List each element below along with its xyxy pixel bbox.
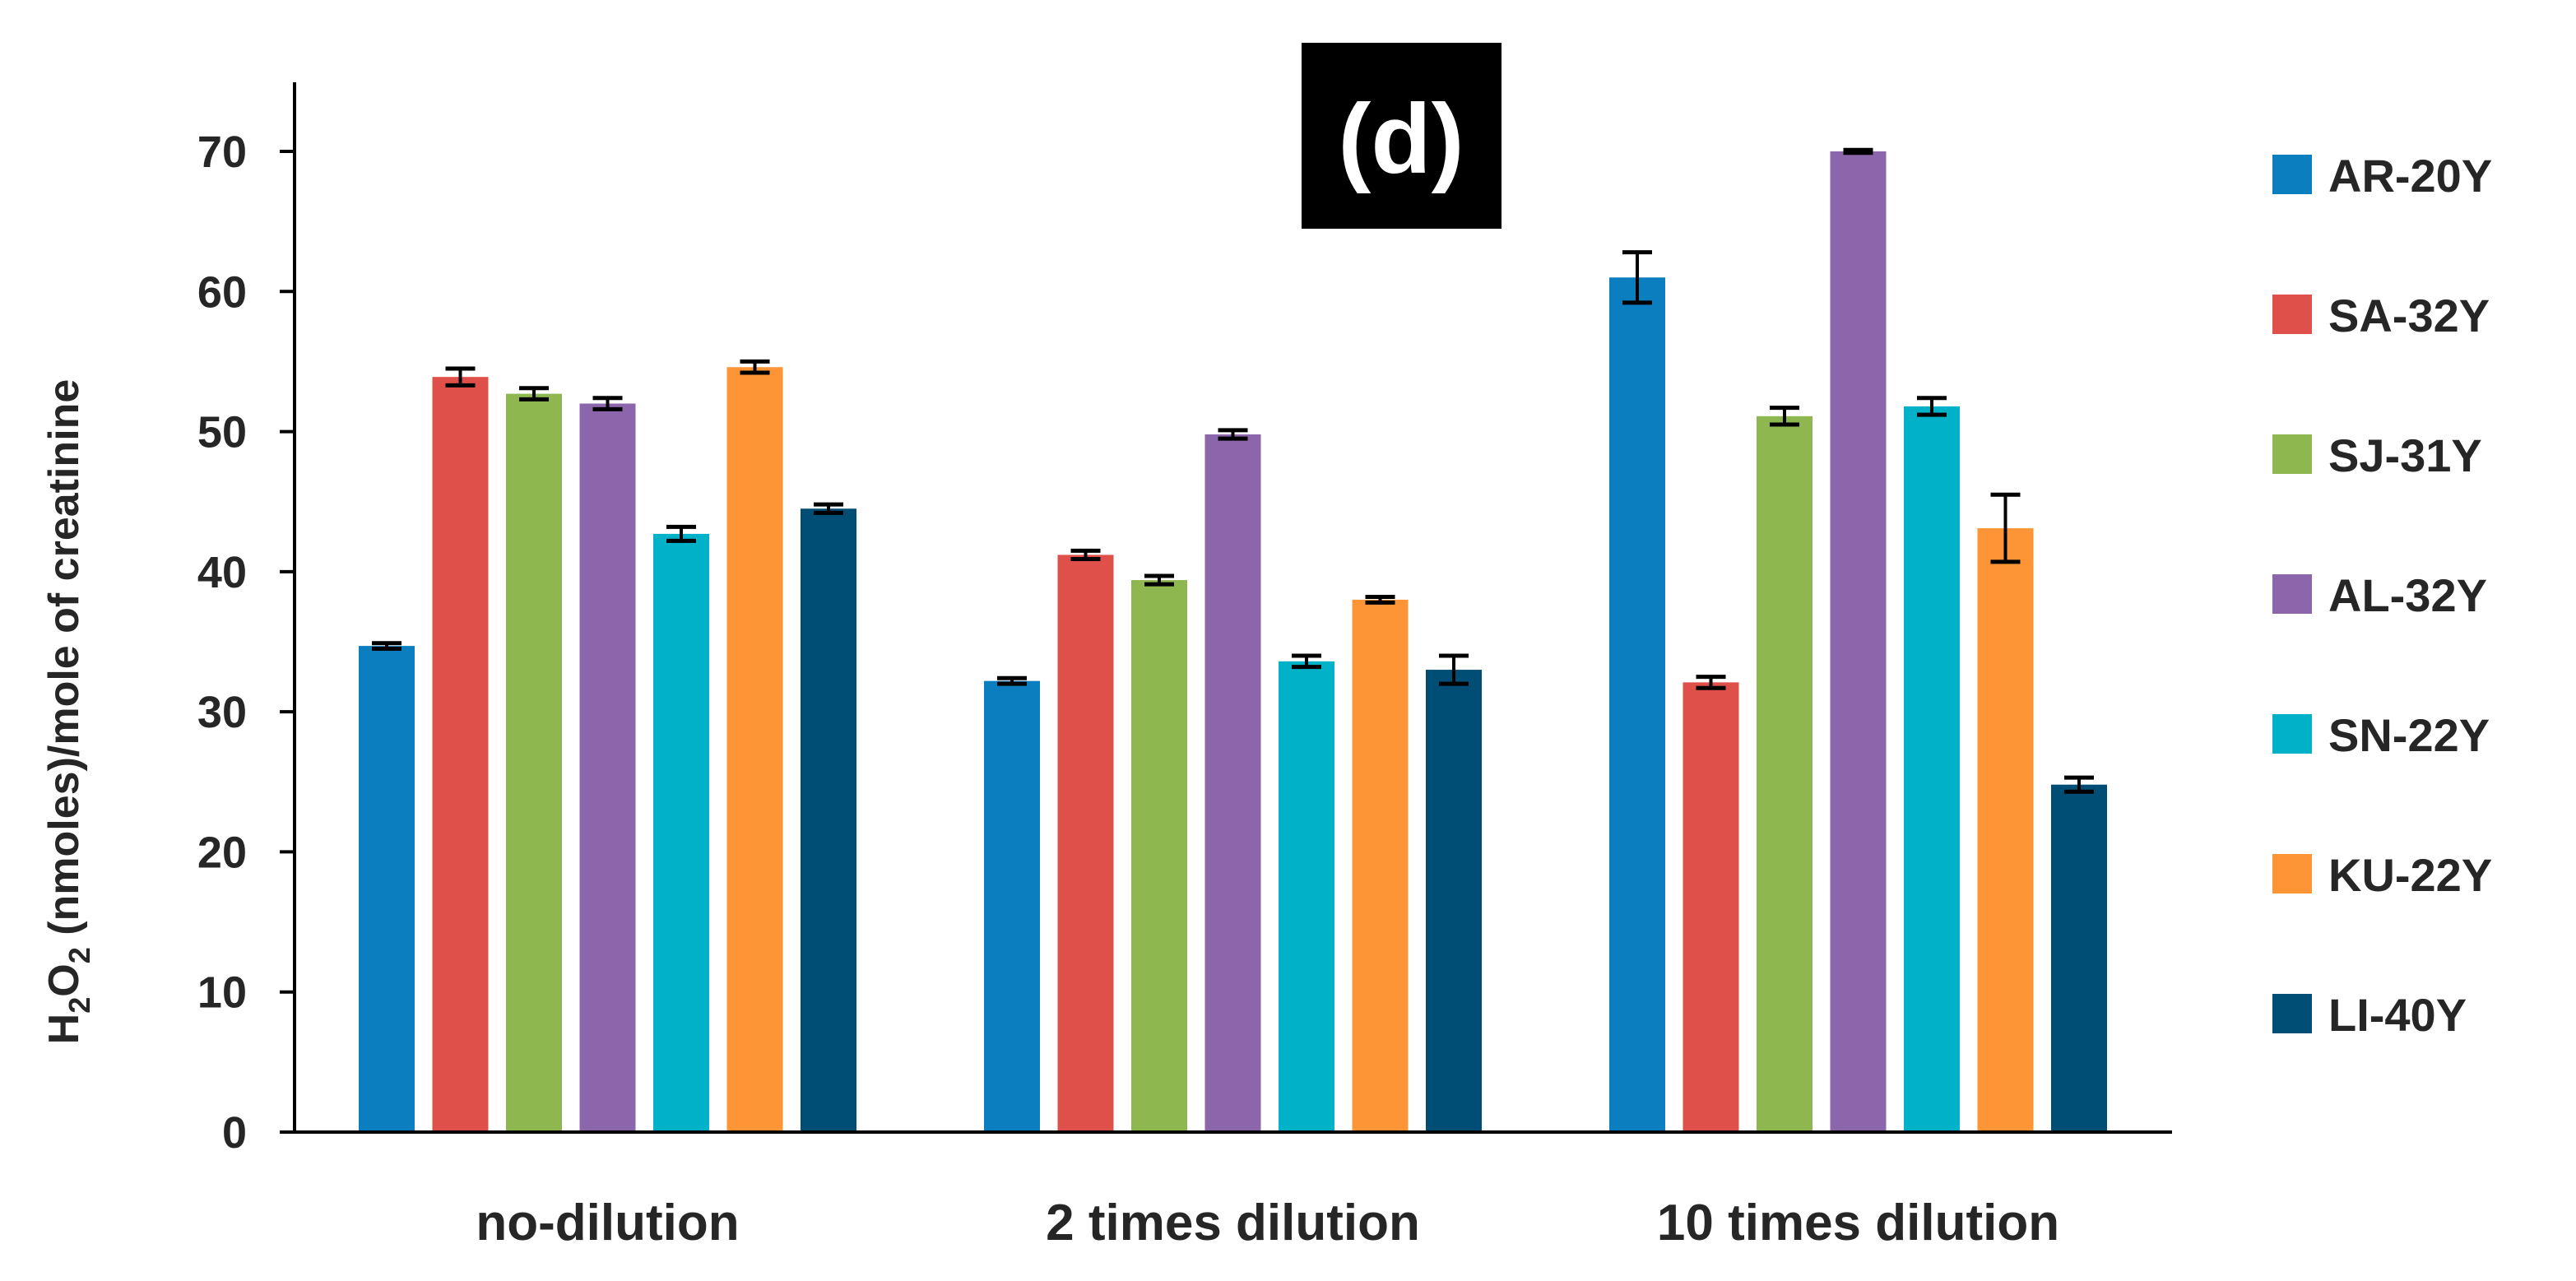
bar-al-32y-2 [1204,434,1261,1132]
bar-ku-22y-1 [726,367,783,1132]
bar-li-40y-3 [2051,784,2107,1132]
bar-ku-22y-2 [1352,599,1409,1132]
error-bars [372,147,2094,794]
y-tick-label: 10 [197,968,247,1018]
y-tick-label: 30 [197,688,247,737]
legend-swatch-ar-20y [2272,155,2312,194]
legend-label-sa-32y: SA-32Y [2328,290,2490,341]
x-category-label: 2 times dilution [1046,1195,1420,1251]
bar-sj-31y-3 [1757,415,1812,1133]
legend-swatch-al-32y [2272,574,2312,614]
x-axis-labels: no-dilution 2 times dilution 10 times dilu… [476,1195,2059,1251]
panel-label-text: (d) [1338,84,1464,194]
legend-swatch-sn-22y [2272,714,2312,754]
bar-sj-31y-1 [506,393,562,1132]
panel-label: (d) [1302,43,1502,229]
y-axis-label: H2O2 (nmoles)/mole of creatinine [40,379,96,1045]
bars [359,151,2107,1133]
legend-swatch-ku-22y [2272,854,2312,893]
bar-sn-22y-1 [653,533,709,1132]
bar-ar-20y-2 [984,680,1040,1132]
legend: AR-20Y SA-32Y SJ-31Y AL-32Y SN-22Y KU-22Y LI-4… [2272,150,2492,1041]
panel-label-box [1302,43,1502,229]
bar-sn-22y-2 [1279,661,1334,1132]
y-tick-label: 0 [222,1108,247,1158]
bar-al-32y-1 [579,403,636,1132]
legend-label-al-32y: AL-32Y [2328,569,2487,621]
y-axis-ticks: 0 10 20 30 40 50 60 70 [197,128,295,1158]
bar-li-40y-2 [1426,670,1482,1132]
legend-label-li-40y: LI-40Y [2328,989,2467,1041]
legend-label-sj-31y: SJ-31Y [2328,429,2482,481]
y-tick-label: 70 [197,128,247,177]
x-category-label: 10 times dilution [1657,1195,2059,1251]
bar-ku-22y-3 [1977,528,2034,1132]
bar-sa-32y-2 [1057,555,1114,1132]
bar-sj-31y-2 [1131,580,1187,1132]
legend-swatch-sa-32y [2272,295,2312,334]
legend-swatch-li-40y [2272,994,2312,1033]
y-tick-label: 20 [197,828,247,877]
y-tick-label: 60 [197,267,247,317]
bar-ar-20y-1 [359,646,415,1132]
legend-label-sn-22y: SN-22Y [2328,709,2490,761]
y-tick-label: 50 [197,408,247,457]
bar-sn-22y-3 [1904,406,1960,1132]
bar-sa-32y-3 [1683,682,1739,1132]
x-category-label: no-dilution [476,1195,739,1251]
bar-sa-32y-1 [432,377,489,1132]
legend-swatch-sj-31y [2272,434,2312,474]
legend-label-ar-20y: AR-20Y [2328,150,2492,202]
bar-al-32y-3 [1830,151,1887,1132]
bar-li-40y-1 [801,508,856,1132]
bar-ar-20y-3 [1609,277,1665,1133]
y-tick-label: 40 [197,548,247,597]
legend-label-ku-22y: KU-22Y [2328,849,2492,901]
